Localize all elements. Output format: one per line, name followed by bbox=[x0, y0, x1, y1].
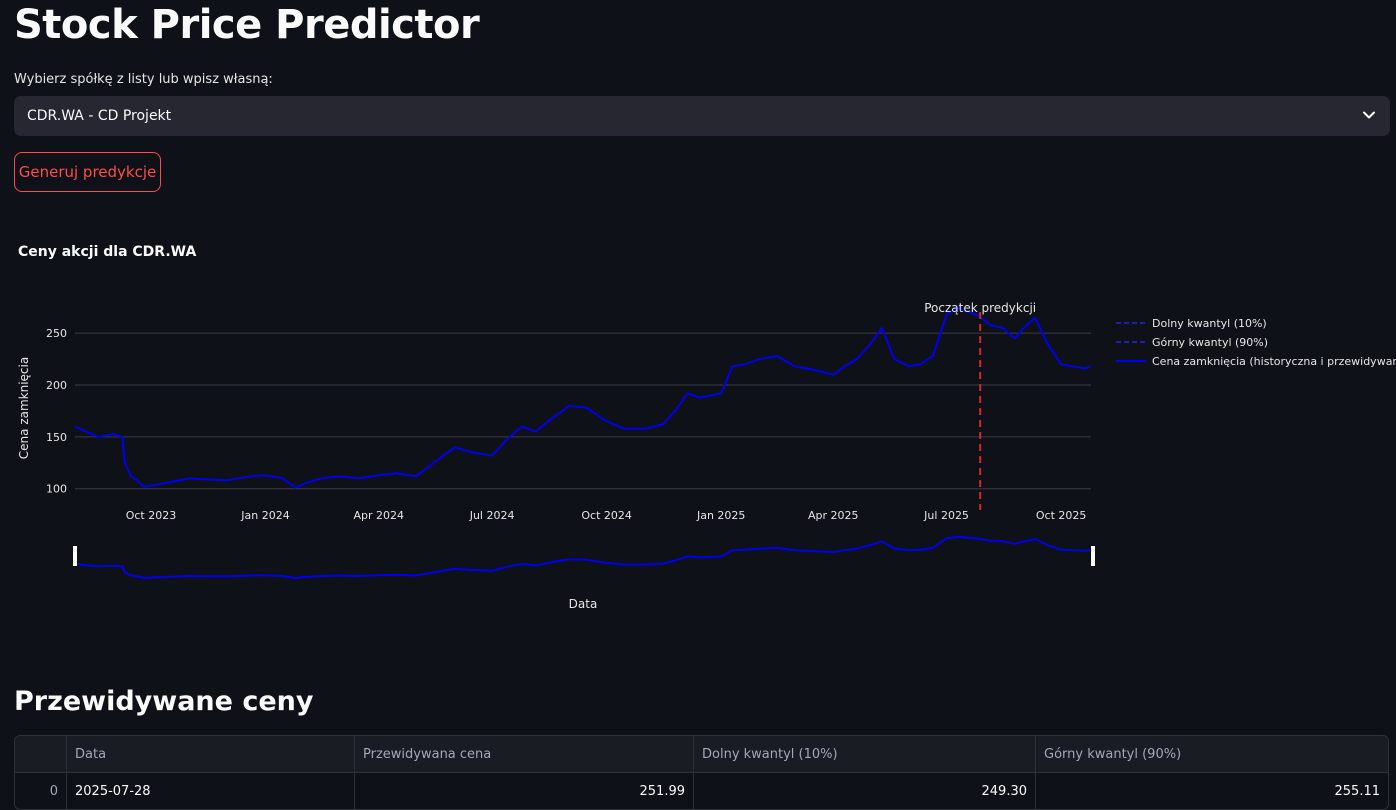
y-tick-label: 200 bbox=[46, 379, 67, 392]
range-slider-right-handle[interactable] bbox=[1091, 546, 1095, 566]
x-tick-label: Oct 2023 bbox=[126, 509, 177, 522]
company-select[interactable]: CDR.WA - CD Projekt bbox=[14, 96, 1390, 136]
row-index: 0 bbox=[15, 773, 67, 809]
prediction-start-annotation: Początek predykcji bbox=[924, 301, 1036, 315]
page-title: Stock Price Predictor bbox=[14, 2, 480, 48]
x-tick-label: Oct 2024 bbox=[581, 509, 632, 522]
table-row[interactable]: 0 2025-07-28 251.99 249.30 255.11 bbox=[15, 773, 1388, 809]
cell-low-quantile[interactable]: 249.30 bbox=[694, 773, 1036, 809]
column-header-high-quantile[interactable]: Górny kwantyl (90%) bbox=[1044, 746, 1182, 762]
column-header-low-quantile[interactable]: Dolny kwantyl (10%) bbox=[694, 736, 1036, 772]
chart-title: Ceny akcji dla CDR.WA bbox=[18, 244, 197, 260]
x-tick-label: Oct 2025 bbox=[1036, 509, 1087, 522]
column-header-predicted-price[interactable]: Przewidywana cena bbox=[355, 736, 694, 772]
chevron-down-icon bbox=[1363, 111, 1375, 119]
price-chart: 100 150 200 250 Oct 2023 Jan 2024 Apr 2024 Jul … bbox=[17, 301, 1396, 611]
predictions-table: Data Przewidywana cena Dolny kwantyl (10… bbox=[14, 735, 1389, 810]
legend-item-label: Cena zamknięcia (historyczna i przewidyw… bbox=[1152, 355, 1396, 368]
x-tick-label: Jan 2024 bbox=[240, 509, 289, 522]
company-select-value: CDR.WA - CD Projekt bbox=[27, 108, 172, 124]
cell-predicted-price[interactable]: 251.99 bbox=[355, 773, 694, 809]
x-tick-label: Apr 2025 bbox=[808, 509, 859, 522]
x-axis-label: Data bbox=[569, 597, 598, 611]
generate-predictions-button[interactable]: Generuj predykcje bbox=[14, 152, 161, 192]
x-tick-label: Jul 2025 bbox=[923, 509, 969, 522]
range-slider-line bbox=[74, 535, 1092, 580]
price-series-line bbox=[74, 306, 1092, 489]
y-tick-label: 150 bbox=[46, 431, 67, 444]
legend-item-label: Górny kwantyl (90%) bbox=[1152, 336, 1268, 349]
column-header-data[interactable]: Data bbox=[67, 736, 355, 772]
y-tick-label: 250 bbox=[46, 327, 67, 340]
cell-date[interactable]: 2025-07-28 bbox=[67, 773, 355, 809]
legend-item-label: Dolny kwantyl (10%) bbox=[1152, 317, 1267, 330]
range-slider-left-handle[interactable] bbox=[73, 546, 77, 566]
x-tick-label: Jan 2025 bbox=[696, 509, 745, 522]
x-tick-label: Jul 2024 bbox=[469, 509, 515, 522]
table-header-row: Data Przewidywana cena Dolny kwantyl (10… bbox=[15, 736, 1388, 773]
column-header-index[interactable] bbox=[15, 736, 67, 772]
company-select-label: Wybierz spółkę z listy lub wpisz własną: bbox=[14, 72, 273, 87]
predictions-title: Przewidywane ceny bbox=[14, 686, 314, 717]
cell-high-quantile[interactable]: 255.11 bbox=[1334, 783, 1381, 799]
y-tick-label: 100 bbox=[46, 483, 67, 496]
y-axis-label: Cena zamknięcia bbox=[17, 357, 31, 459]
x-tick-label: Apr 2024 bbox=[354, 509, 405, 522]
